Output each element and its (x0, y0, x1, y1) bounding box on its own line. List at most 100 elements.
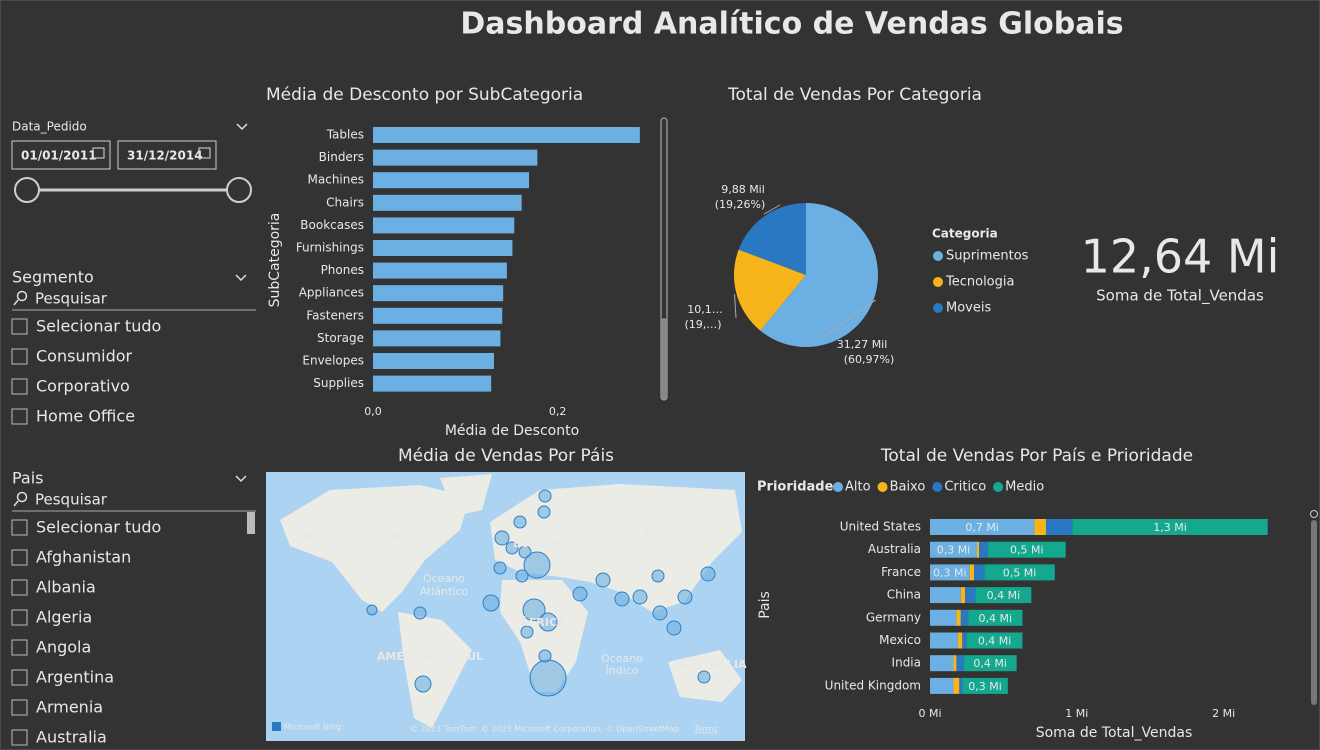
checkbox[interactable] (11, 579, 28, 596)
bar (373, 375, 492, 392)
map-bubble (572, 586, 588, 602)
checkbox[interactable] (11, 378, 28, 395)
chart-title: Total de Vendas Por País e Prioridade (880, 446, 1193, 466)
bar-segment (1045, 519, 1073, 535)
y-tick-label: Chairs (326, 195, 364, 209)
bar (373, 285, 504, 302)
dropdown-chevron[interactable] (236, 123, 248, 131)
legend-swatch (993, 482, 1004, 492)
checkbox-label[interactable]: Angola (36, 638, 91, 657)
card-label: Soma de Total_Vendas (1096, 287, 1264, 306)
data-label: 0,3 Mi (933, 566, 967, 579)
y-tick-label: Tables (326, 128, 364, 142)
legend-swatch (933, 251, 943, 261)
legend-swatch (933, 303, 943, 313)
map-bubble (522, 598, 546, 622)
map-terms[interactable]: Terms (693, 725, 718, 734)
checkbox[interactable] (11, 669, 28, 686)
legend-swatch (877, 482, 888, 492)
bar-segment (965, 587, 976, 604)
checkbox-label[interactable]: Australia (36, 728, 107, 747)
checkbox-label[interactable]: Armenia (36, 698, 103, 717)
checkbox-label[interactable]: Home Office (36, 407, 135, 426)
search-placeholder[interactable]: Pesquisar (35, 290, 108, 308)
map-bubble (595, 572, 611, 588)
y-tick-label: Supplies (313, 376, 364, 390)
slicer-label: Data_Pedido (12, 120, 87, 134)
checkbox-label[interactable]: Algeria (36, 608, 92, 627)
checkbox-label[interactable]: Albania (36, 578, 96, 597)
map-bubble (523, 551, 551, 579)
slicer-label: Segmento (12, 268, 94, 287)
slider-handle[interactable] (226, 177, 252, 203)
map-bubble (482, 594, 500, 612)
slider-handle[interactable] (14, 177, 40, 203)
checkbox[interactable] (11, 639, 28, 656)
checkbox[interactable] (11, 348, 28, 365)
data-label: 0,3 Mi (968, 680, 1002, 693)
data-label: 1,3 Mi (1153, 521, 1187, 534)
map-label: Índico (605, 664, 638, 677)
dashboard-title: Dashboard Analítico de Vendas Globais (460, 7, 1123, 42)
y-tick-label: France (881, 565, 921, 579)
checkbox[interactable] (11, 519, 28, 536)
data-label: 0,7 Mi (965, 521, 999, 534)
search-placeholder[interactable]: Pesquisar (35, 491, 108, 509)
dropdown-chevron[interactable] (235, 274, 247, 282)
chart-title: Total de Vendas Por Categoria (727, 85, 982, 105)
y-tick-label: United Kingdom (825, 678, 921, 692)
checkbox[interactable] (11, 549, 28, 566)
bar-segment (962, 677, 1008, 694)
map-bubble (494, 530, 510, 546)
bar (373, 217, 515, 234)
map-label: ÁFRICA (520, 616, 566, 629)
map-label: AUSTRÁLIA (677, 658, 747, 671)
y-tick-label: United States (840, 520, 921, 534)
scrollbar (1311, 520, 1317, 705)
bar-segment (953, 677, 960, 694)
checkbox-label[interactable]: Argentina (36, 668, 114, 687)
y-tick-label: Furnishings (296, 241, 364, 255)
y-tick-label: China (887, 588, 921, 602)
bar-segment (963, 655, 1017, 672)
x-tick-label: 0 Mi (918, 707, 941, 720)
y-tick-label: Germany (866, 610, 921, 624)
date-input[interactable] (11, 140, 111, 170)
slicer-label: Pais (12, 469, 44, 488)
scrollbar-thumb (661, 318, 667, 400)
date-input[interactable] (117, 140, 217, 170)
pie-slice (760, 203, 878, 347)
bar-segment (930, 677, 954, 694)
map-bubble (538, 612, 558, 632)
map-bubble (414, 675, 432, 693)
x-axis-label: Soma de Total_Vendas (1036, 725, 1193, 741)
checkbox[interactable] (11, 699, 28, 716)
bar-segment (930, 632, 958, 649)
checkbox-label[interactable]: Afghanistan (36, 548, 131, 567)
checkbox[interactable] (11, 318, 28, 335)
map-bubble (515, 569, 529, 583)
bar-segment (987, 541, 1066, 558)
map-label: ÁSIA (643, 527, 673, 540)
checkbox-label[interactable]: Consumidor (36, 347, 133, 366)
y-tick-label: Binders (319, 150, 364, 164)
map-title: Média de Vendas Por Páis (398, 446, 614, 466)
checkbox[interactable] (11, 408, 28, 425)
data-label: (19,…) (684, 318, 721, 331)
checkbox[interactable] (11, 609, 28, 626)
leader-line (821, 299, 876, 339)
checkbox-label[interactable]: Corporativo (36, 377, 130, 396)
checkbox-label[interactable]: Selecionar tudo (36, 518, 161, 537)
map-bubble (366, 604, 378, 616)
bar-segment (962, 632, 967, 649)
checkbox-label[interactable]: Selecionar tudo (36, 317, 161, 336)
bar-segment (968, 609, 1023, 626)
map-land (500, 580, 588, 692)
leader-line (763, 204, 781, 215)
legend-label: Critico (944, 480, 986, 495)
checkbox[interactable] (11, 729, 28, 746)
bar (373, 330, 501, 347)
bar-segment (959, 677, 963, 694)
dropdown-chevron[interactable] (235, 475, 247, 483)
map-label: Oceano (601, 652, 643, 665)
